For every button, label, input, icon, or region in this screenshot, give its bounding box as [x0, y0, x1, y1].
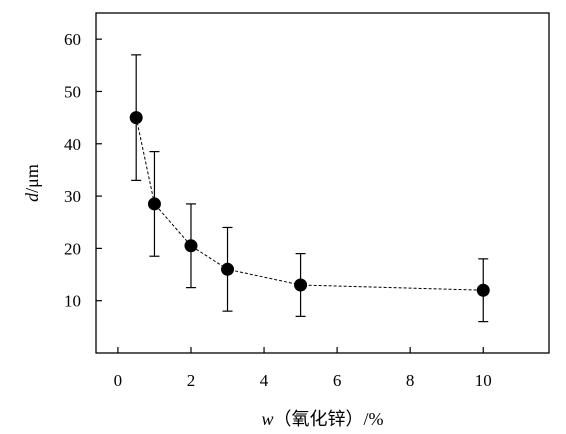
y-tick-label: 10: [64, 292, 81, 311]
x-tick-label: 0: [114, 371, 123, 390]
x-tick-label: 6: [333, 371, 342, 390]
x-axis-title: w（氧化锌）/%: [261, 409, 383, 429]
data-point: [129, 111, 143, 125]
y-tick-label: 40: [64, 135, 81, 154]
data-point: [184, 239, 198, 253]
y-axis-variable: d: [22, 192, 42, 202]
x-tick-label: 10: [475, 371, 492, 390]
plot-frame: [95, 12, 550, 354]
data-point: [147, 197, 161, 211]
data-points: [129, 111, 490, 297]
x-axis-unit: （氧化锌）/%: [274, 409, 384, 429]
y-axis-ticks: 10 20 30 40 50 60: [64, 30, 102, 311]
data-point: [221, 262, 235, 276]
data-point: [476, 283, 490, 297]
y-tick-label: 50: [64, 82, 81, 101]
error-bars: [131, 54, 489, 323]
y-tick-label: 60: [64, 30, 81, 49]
y-tick-label: 30: [64, 187, 81, 206]
x-tick-label: 8: [406, 371, 415, 390]
x-tick-label: 2: [187, 371, 196, 390]
data-point: [294, 278, 308, 292]
y-axis-unit: /μm: [22, 164, 42, 193]
x-tick-label: 4: [260, 371, 269, 390]
x-axis-variable: w: [261, 409, 273, 429]
y-axis-title: d/μm: [22, 164, 42, 202]
plot-lines: [135, 117, 484, 291]
x-axis-ticks: 0 2 4 6 8 10: [114, 347, 492, 390]
series-line: [135, 117, 484, 291]
y-tick-label: 20: [64, 239, 81, 258]
